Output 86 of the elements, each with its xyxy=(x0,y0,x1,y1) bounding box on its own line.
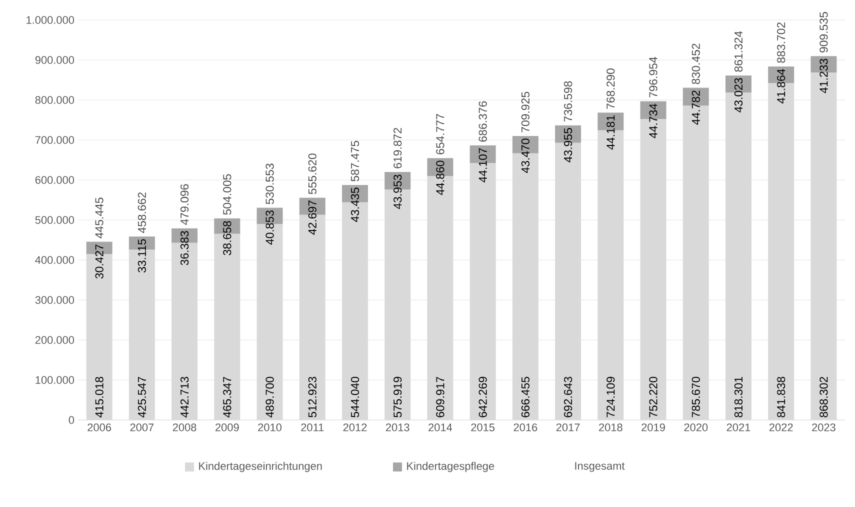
data-label: 575.919 xyxy=(394,376,402,418)
data-label: 841.838 xyxy=(777,376,786,418)
total-label: 709.925 xyxy=(521,92,530,132)
total-label: 736.598 xyxy=(564,81,572,122)
x-tick-label: 2009 xyxy=(216,424,239,432)
data-label: 30.427 xyxy=(95,244,104,279)
total-label: 458.662 xyxy=(138,192,146,234)
x-tick-label: 2023 xyxy=(812,424,836,432)
total-label: 861.324 xyxy=(734,31,743,72)
data-label: 752.220 xyxy=(649,376,658,418)
data-label: 44.782 xyxy=(692,90,700,125)
x-tick-label: 2019 xyxy=(642,424,665,432)
x-tick-label: 2020 xyxy=(684,424,708,432)
y-tick-label: 100.000 xyxy=(36,376,74,384)
x-tick-label: 2015 xyxy=(471,424,495,432)
data-label: 785.670 xyxy=(692,376,700,418)
y-tick-label: 600.000 xyxy=(35,176,74,184)
data-label: 40.853 xyxy=(266,210,274,245)
data-label: 43.470 xyxy=(521,138,530,173)
text: Insgesamt xyxy=(575,462,625,472)
data-label: 41.233 xyxy=(820,58,828,94)
data-label: 33.115 xyxy=(138,239,146,272)
data-label: 44.181 xyxy=(606,115,615,150)
x-tick-label: 2006 xyxy=(88,424,112,432)
data-label: 415.018 xyxy=(95,376,104,418)
x-tick-label: 2010 xyxy=(258,424,282,432)
x-tick-label: 2012 xyxy=(343,424,367,432)
legend-label: Kindertagespflege xyxy=(407,462,494,472)
total-label: 619.872 xyxy=(394,128,402,168)
x-tick-label: 2021 xyxy=(726,424,750,432)
data-label: 489.700 xyxy=(266,376,274,418)
data-label: 544.040 xyxy=(350,376,360,418)
total-label: 768.290 xyxy=(606,68,615,109)
data-label: 868.302 xyxy=(820,376,828,418)
y-tick-label: 800.000 xyxy=(35,96,74,104)
x-tick-label: 2022 xyxy=(769,424,793,432)
x-tick-label: 2016 xyxy=(514,424,538,432)
data-label: 724.109 xyxy=(606,376,615,418)
y-tick-label: 0 xyxy=(68,416,74,424)
data-label: 642.269 xyxy=(478,376,487,418)
data-label: 42.697 xyxy=(308,200,316,235)
data-label: 442.713 xyxy=(180,376,189,418)
data-label: 818.301 xyxy=(734,376,743,418)
data-label: 43.023 xyxy=(734,78,743,112)
total-label: 883.702 xyxy=(777,22,786,63)
total-label: 504.005 xyxy=(223,174,232,215)
x-tick-label: 2014 xyxy=(428,424,452,432)
data-label: 666.455 xyxy=(521,376,530,418)
data-label: 425.547 xyxy=(138,376,146,418)
data-label: 44.107 xyxy=(478,148,487,182)
y-tick-label: 400.000 xyxy=(35,256,74,264)
data-label: 44.734 xyxy=(649,104,658,138)
x-tick-label: 2011 xyxy=(301,424,324,432)
data-label: 609.917 xyxy=(436,376,444,418)
total-label: 909.535 xyxy=(820,12,828,52)
legend-label: Kindertageseinrichtungen xyxy=(199,462,322,472)
data-label: 465.347 xyxy=(223,376,232,418)
y-tick-label: 1.000.000 xyxy=(26,16,74,24)
x-tick-label: 2018 xyxy=(599,424,622,432)
total-label: 479.096 xyxy=(180,184,189,225)
x-tick-label: 2007 xyxy=(130,424,154,432)
y-tick-label: 300.000 xyxy=(35,296,74,304)
data-label: 43.955 xyxy=(564,128,572,162)
total-label: 654.777 xyxy=(436,114,444,154)
total-label: 445.445 xyxy=(95,198,104,238)
data-label: 43.953 xyxy=(394,174,402,210)
y-tick-label: 200.000 xyxy=(35,336,74,344)
data-label: 44.860 xyxy=(436,160,444,196)
data-label: 38.658 xyxy=(223,221,232,256)
data-label: 41.864 xyxy=(777,69,786,104)
total-label: 555.620 xyxy=(308,154,316,194)
total-label: 686.376 xyxy=(478,101,487,142)
y-tick-label: 500.000 xyxy=(35,216,74,224)
total-label: 796.954 xyxy=(649,56,658,98)
total-label: 530.553 xyxy=(266,164,274,204)
x-tick-label: 2008 xyxy=(172,424,196,432)
data-label: 512.923 xyxy=(308,376,316,418)
x-tick-label: 2013 xyxy=(386,424,410,432)
data-label: 43.435 xyxy=(350,188,360,222)
y-tick-label: 700.000 xyxy=(35,136,74,144)
y-tick-label: 900.000 xyxy=(35,56,74,64)
data-label: 692.643 xyxy=(564,376,572,418)
x-tick-label: 2017 xyxy=(556,424,580,432)
total-label: 587.475 xyxy=(350,140,360,182)
total-label: 830.452 xyxy=(692,44,700,84)
data-label: 36.383 xyxy=(180,231,189,266)
